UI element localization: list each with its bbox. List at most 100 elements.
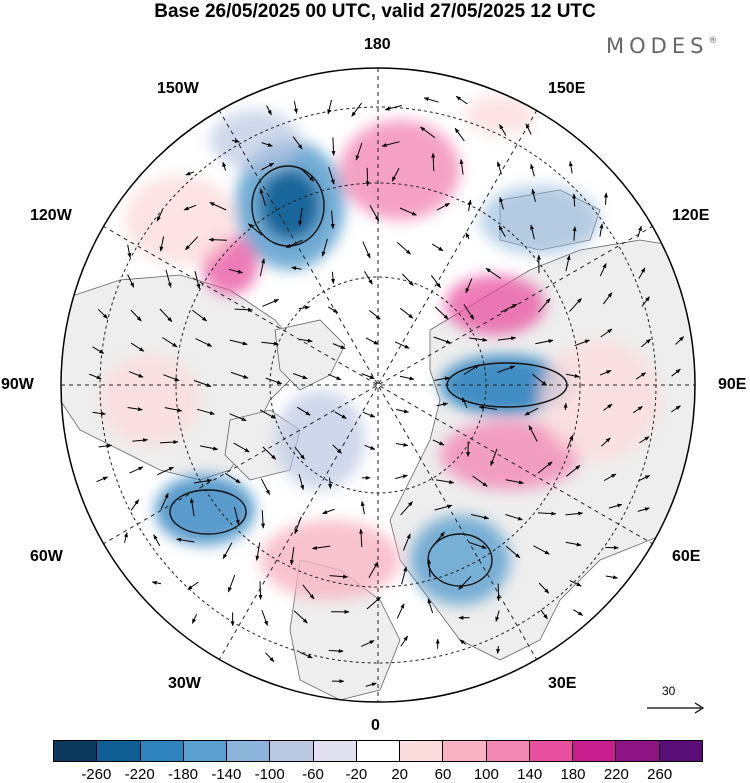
wind-vector: [294, 516, 302, 535]
lon-label-30e: 30E: [548, 675, 577, 692]
colorbar-tick-label: 180: [560, 766, 586, 783]
wind-vector: [300, 168, 314, 182]
wind-vector: [361, 373, 375, 380]
colorbar-cell: [442, 741, 486, 761]
wind-vector: [351, 102, 362, 117]
wind-vector: [355, 142, 363, 161]
wind-vector: [465, 232, 470, 240]
wind-vector: [209, 202, 227, 211]
wind-vector: [224, 472, 241, 484]
wind-vector: [499, 124, 507, 136]
wind-vector: [432, 439, 445, 446]
wind-vector: [262, 299, 280, 307]
wind-vector: [197, 408, 215, 415]
wind-vector: [153, 534, 161, 547]
wind-vector: [459, 639, 467, 645]
lon-label-120e: 120E: [672, 207, 710, 224]
wind-vector: [165, 269, 172, 288]
wind-vector: [261, 610, 268, 626]
wind-vector: [368, 310, 381, 320]
wind-vector: [362, 241, 371, 259]
wind-vector: [329, 574, 349, 579]
wind-vector: [234, 506, 240, 525]
wind-vector: [463, 304, 475, 320]
wind-vector: [332, 444, 342, 454]
wind-vector: [434, 376, 450, 381]
wind-vector: [434, 504, 453, 511]
wind-vector: [399, 207, 417, 216]
registered-mark: ®: [708, 36, 718, 46]
wind-vector: [608, 503, 623, 509]
wind-vector: [495, 610, 500, 622]
wind-vector: [478, 405, 498, 410]
wind-vector: [194, 271, 201, 290]
wind-vector: [98, 443, 113, 448]
wind-vector: [258, 581, 263, 600]
wind-vector: [603, 473, 617, 482]
colorbar-cell: [399, 741, 443, 761]
wind-vector: [123, 532, 128, 543]
wind-vector: [247, 223, 263, 236]
wind-vector: [537, 461, 553, 474]
wind-vector: [162, 337, 178, 348]
lon-label-30w: 30W: [168, 675, 201, 692]
wind-vector: [431, 152, 436, 172]
wind-vector: [190, 497, 195, 517]
colorbar-cell: [658, 741, 702, 761]
wind-vector: [384, 105, 402, 111]
wind-vector: [430, 275, 441, 289]
wind-vector: [455, 95, 468, 105]
wind-vector: [330, 210, 335, 230]
wind-vector: [187, 581, 199, 590]
wind-vector: [565, 541, 582, 547]
wind-vector: [328, 477, 333, 489]
lon-label-0: 0: [371, 717, 380, 734]
wind-vector: [334, 411, 347, 419]
wind-vector: [638, 267, 646, 279]
wind-vector: [568, 161, 573, 174]
lon-label-90e: 90E: [718, 376, 747, 393]
wind-vector: [127, 244, 132, 259]
wind-vector: [401, 273, 414, 286]
wind-vector: [164, 407, 183, 413]
wind-vector: [262, 446, 277, 460]
wind-vector: [463, 364, 480, 375]
wind-vector: [293, 101, 298, 114]
map-title: Base 26/05/2025 00 UTC, valid 27/05/2025…: [154, 1, 596, 22]
lon-label-180: 180: [364, 36, 391, 53]
wind-vector: [538, 298, 551, 313]
wind-vector: [331, 271, 336, 284]
wind-vector: [531, 188, 536, 202]
colorbar-tick-label: 260: [647, 766, 673, 783]
wind-vector: [402, 533, 411, 551]
wind-vector: [230, 371, 249, 379]
wind-vector: [195, 338, 213, 347]
wind-vector: [432, 531, 445, 547]
wind-vector: [200, 445, 219, 451]
wind-vector: [163, 374, 180, 382]
wind-vector: [322, 508, 335, 515]
wind-vector: [535, 339, 554, 345]
wind-vector: [321, 238, 328, 257]
wind-vector: [601, 437, 611, 447]
wind-vector: [399, 375, 415, 381]
wind-vector: [599, 223, 604, 237]
wind-vector: [359, 528, 364, 548]
wind-vectors: [89, 95, 685, 687]
wind-vector: [499, 196, 504, 210]
wind-vector: [311, 545, 331, 550]
wind-vector: [362, 411, 376, 418]
wind-vector: [603, 403, 613, 411]
wind-vector: [369, 204, 380, 222]
wind-vector: [485, 267, 502, 279]
wind-vector: [360, 640, 375, 647]
wind-vector: [496, 645, 501, 654]
reference-vector-value: 30: [662, 684, 676, 698]
wind-vector: [469, 337, 488, 342]
colorbar-cell: [139, 741, 183, 761]
wind-vector: [530, 163, 535, 177]
wind-vector: [566, 434, 574, 449]
wind-vector: [129, 371, 144, 378]
wind-vector: [327, 306, 339, 314]
wind-vector: [365, 337, 379, 345]
